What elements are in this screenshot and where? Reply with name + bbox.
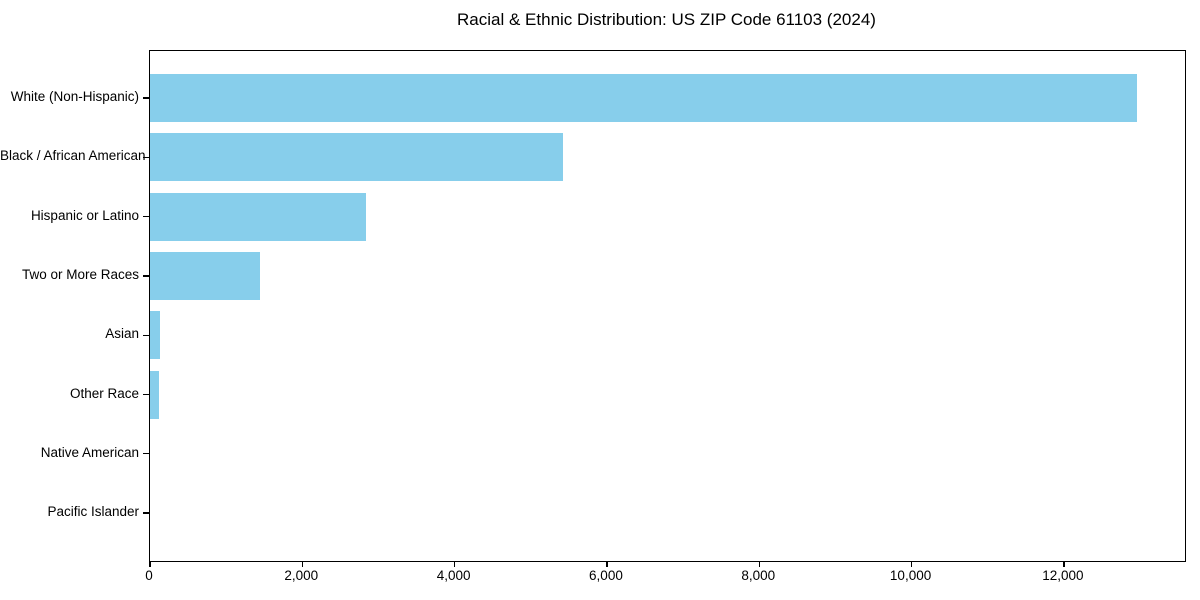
bar-hispanic-or-latino xyxy=(150,192,366,241)
y-tick-mark xyxy=(143,512,149,514)
x-tick-mark xyxy=(149,561,151,567)
x-tick-label-8000: 8,000 xyxy=(741,568,776,583)
x-tick-label-2000: 2,000 xyxy=(284,568,319,583)
x-tick-label-4000: 4,000 xyxy=(436,568,471,583)
y-tick-mark xyxy=(143,97,149,99)
y-tick-mark xyxy=(143,156,149,158)
x-tick-label-10000: 10,000 xyxy=(889,568,932,583)
bar-two-or-more-races xyxy=(150,251,261,300)
x-tick-mark xyxy=(453,561,456,567)
x-tick-label-12000: 12,000 xyxy=(1042,568,1084,583)
y-axis-label-other-race: Other Race xyxy=(69,385,139,401)
bar-black-african-american xyxy=(150,133,563,182)
x-tick-label-0: 0 xyxy=(145,568,153,583)
y-tick-mark xyxy=(143,393,149,396)
y-axis-label-native-american: Native American xyxy=(40,444,139,460)
x-tick-mark xyxy=(1063,561,1065,567)
plot-area xyxy=(143,50,1186,567)
y-axis-label-black-african-american: Black / African American xyxy=(0,148,146,164)
x-tick-mark xyxy=(910,561,913,567)
y-axis-label-two-or-more-races: Two or More Races xyxy=(21,266,139,282)
y-axis-label-asian: Asian xyxy=(105,326,139,342)
y-axis-label-white-non-hispanic: White (Non-Hispanic) xyxy=(10,89,139,104)
y-axis-label-hispanic-or-latino: Hispanic or Latino xyxy=(30,207,139,223)
x-tick-mark xyxy=(758,561,760,567)
y-axis-label-pacific-islander: Pacific Islander xyxy=(47,504,139,520)
bar-other-race xyxy=(150,370,159,419)
bar-white-non-hispanic xyxy=(150,74,1138,122)
bar-asian xyxy=(150,311,160,360)
y-tick-mark xyxy=(143,275,149,277)
y-tick-mark xyxy=(143,334,149,336)
x-tick-mark xyxy=(606,561,608,567)
x-tick-label-6000: 6,000 xyxy=(589,568,623,583)
chart-title: Racial & Ethnic Distribution: US ZIP Cod… xyxy=(457,10,876,29)
y-tick-mark xyxy=(143,453,149,455)
y-tick-mark xyxy=(143,215,149,218)
x-tick-mark xyxy=(301,561,303,567)
